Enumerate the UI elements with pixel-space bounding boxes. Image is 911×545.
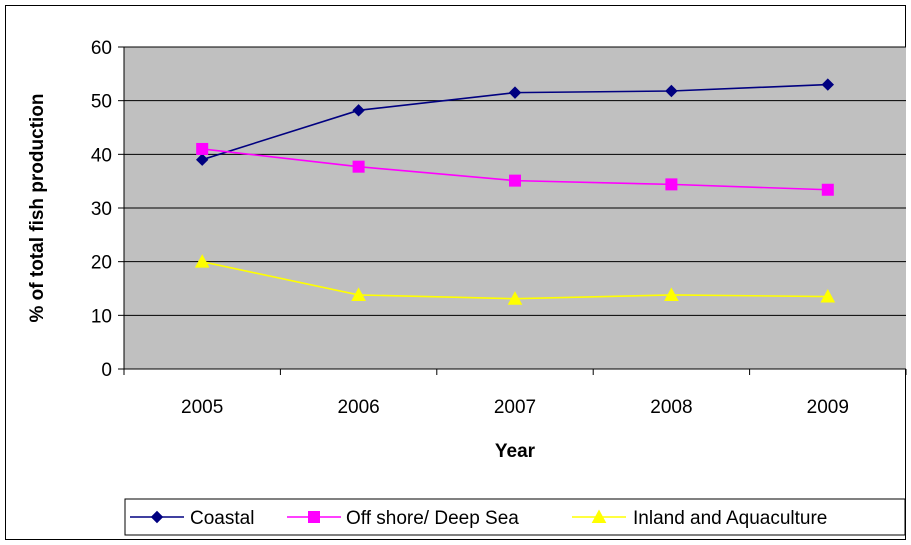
data-point — [821, 78, 835, 91]
x-tick-label: 2007 — [494, 397, 536, 418]
legend-entry: Off shore/ Deep Sea — [287, 508, 519, 529]
legend-entry: Inland and Aquaculture — [572, 508, 827, 529]
data-point — [664, 287, 679, 301]
legend-swatch-marker — [591, 509, 607, 523]
data-point — [508, 86, 522, 99]
y-tick-label: 0 — [101, 360, 112, 381]
x-tick-label: 2006 — [337, 397, 379, 418]
data-point — [820, 289, 836, 303]
x-tick-label: 2005 — [181, 397, 223, 418]
x-tick-label: 2009 — [807, 397, 849, 418]
series-1 — [195, 78, 835, 166]
legend-entry: Coastal — [130, 508, 254, 529]
series-layer — [194, 78, 836, 305]
data-point — [351, 287, 366, 301]
data-point — [194, 254, 210, 268]
x-axis-title: Year — [495, 441, 536, 462]
data-point — [352, 104, 365, 117]
tick-labels: 0 10 20 30 40 50 60 2005 2006 2007 2008 2009 — [91, 38, 849, 418]
legend-label: Inland and Aquaculture — [633, 508, 827, 529]
gridlines — [124, 46, 906, 316]
y-tick-label: 60 — [91, 38, 112, 59]
data-point — [196, 142, 209, 155]
series-3 — [194, 254, 836, 305]
legend-label: Off shore/ Deep Sea — [346, 508, 519, 529]
data-point — [509, 174, 521, 187]
data-point — [507, 291, 523, 305]
data-point — [352, 160, 365, 173]
y-tick-label: 30 — [91, 199, 112, 220]
axes — [118, 46, 907, 375]
legend-box — [124, 498, 906, 536]
y-tick-label: 40 — [91, 145, 112, 166]
data-point — [195, 153, 209, 166]
y-tick-label: 50 — [91, 92, 112, 113]
legend-swatch-marker — [150, 510, 164, 524]
legend-swatch-marker — [308, 511, 320, 523]
y-tick-label: 20 — [91, 253, 112, 274]
data-point — [665, 178, 678, 191]
legend-label: Coastal — [190, 508, 254, 529]
legend: Coastal Off shore/ Deep Sea Inland and Aqu… — [124, 498, 906, 536]
y-axis-title: % of total fish production — [27, 93, 48, 322]
x-tick-label: 2008 — [650, 397, 692, 418]
data-point — [821, 183, 834, 196]
data-point — [665, 84, 678, 98]
series-2 — [196, 142, 834, 196]
y-tick-label: 10 — [91, 306, 112, 327]
